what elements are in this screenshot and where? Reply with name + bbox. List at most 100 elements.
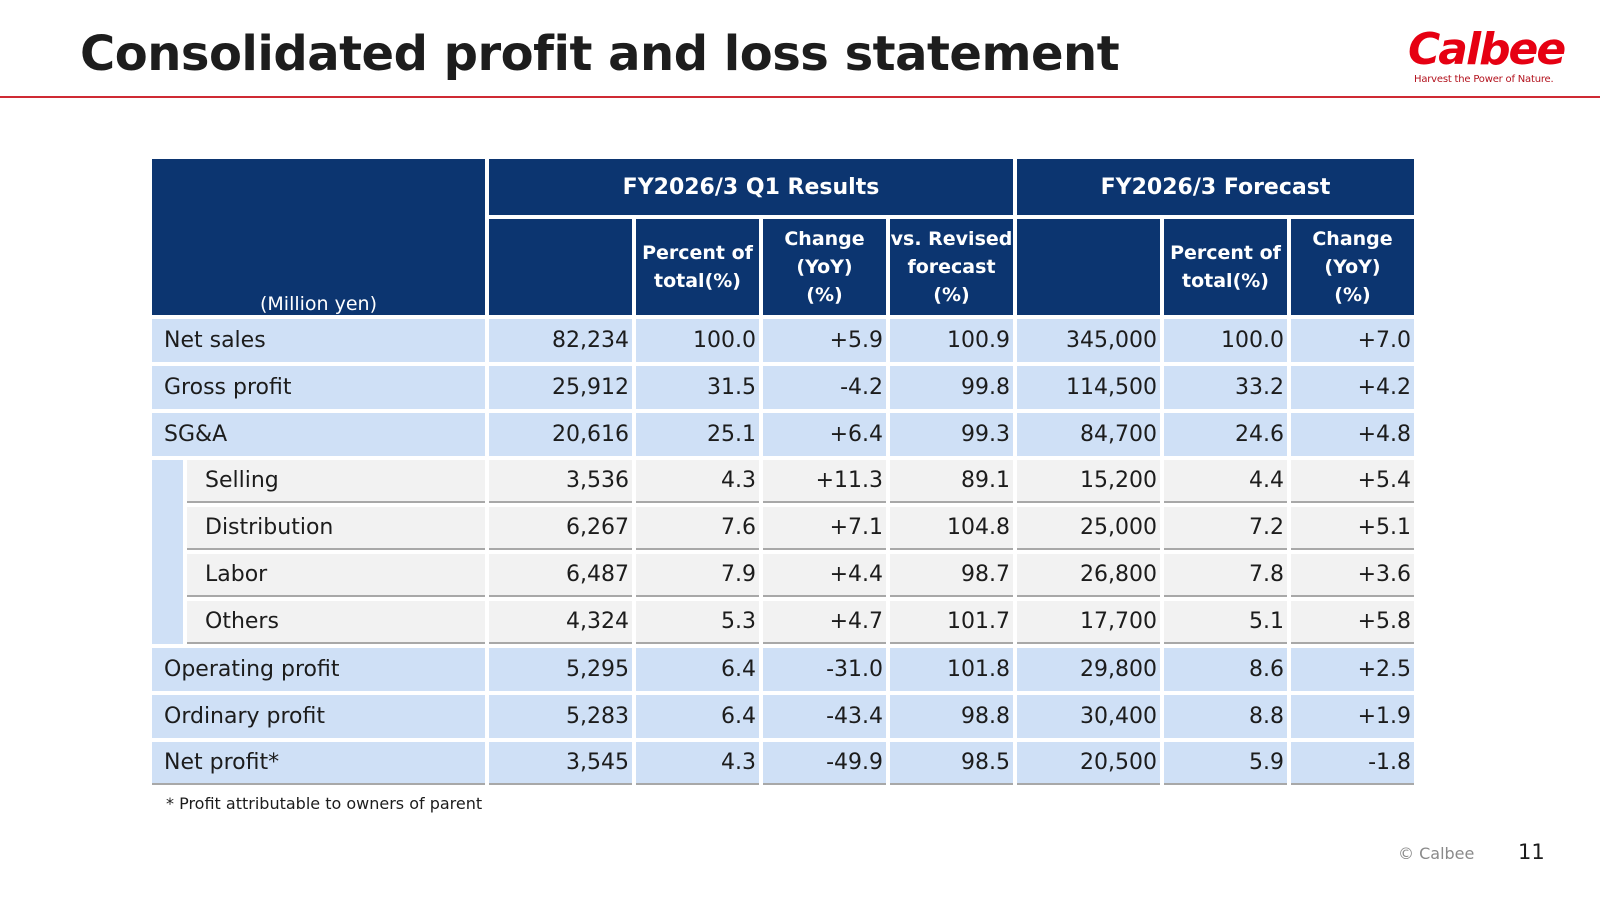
fc-amount: 17,700 xyxy=(1017,601,1160,644)
row-label: Distribution xyxy=(187,507,485,550)
header-line: vs. Revised xyxy=(890,228,1013,250)
fc-percent: 5.1 xyxy=(1164,601,1287,644)
q1-yoy: +11.3 xyxy=(763,460,886,503)
row-label: Gross profit xyxy=(152,366,485,409)
table-row-gross-profit: Gross profit 25,912 31.5 -4.2 99.8 114,5… xyxy=(152,366,1414,409)
table-row-operating-profit: Operating profit 5,295 6.4 -31.0 101.8 2… xyxy=(152,648,1414,691)
fc-amount-header xyxy=(1017,219,1160,315)
q1-yoy: +7.1 xyxy=(763,507,886,550)
q1-amount: 25,912 xyxy=(489,366,632,409)
q1-amount: 82,234 xyxy=(489,319,632,362)
fc-yoy: +2.5 xyxy=(1291,648,1414,691)
fc-percent: 33.2 xyxy=(1164,366,1287,409)
q1-percent: 5.3 xyxy=(636,601,759,644)
calbee-logo: Calbee Harvest the Power of Nature. xyxy=(1408,24,1588,86)
row-label: Net profit* xyxy=(152,742,485,785)
q1-percent: 7.9 xyxy=(636,554,759,597)
q1-percent: 4.3 xyxy=(636,460,759,503)
fc-amount: 29,800 xyxy=(1017,648,1160,691)
forecast-header: FY2026/3 Forecast xyxy=(1017,159,1414,215)
fc-amount: 20,500 xyxy=(1017,742,1160,785)
header-line: (%) xyxy=(806,284,843,306)
fc-percent: 100.0 xyxy=(1164,319,1287,362)
fc-percent: 8.6 xyxy=(1164,648,1287,691)
row-label: Others xyxy=(187,601,485,644)
fc-percent: 24.6 xyxy=(1164,413,1287,456)
row-label: Ordinary profit xyxy=(152,695,485,738)
q1-amount: 20,616 xyxy=(489,413,632,456)
q1-percent: 31.5 xyxy=(636,366,759,409)
q1-vs-revised: 100.9 xyxy=(890,319,1013,362)
table-row-selling: Selling 3,536 4.3 +11.3 89.1 15,200 4.4 … xyxy=(152,460,1414,644)
q1-vs-revised: 104.8 xyxy=(890,507,1013,550)
fc-percent: 7.2 xyxy=(1164,507,1287,550)
q1-amount: 3,536 xyxy=(489,460,632,503)
fc-yoy: -1.8 xyxy=(1291,742,1414,785)
row-label: Operating profit xyxy=(152,648,485,691)
fc-yoy: +5.1 xyxy=(1291,507,1414,550)
q1-yoy: -31.0 xyxy=(763,648,886,691)
table-row-labor: Labor 6,487 7.9 +4.4 98.7 26,800 7.8 +3.… xyxy=(152,554,1414,597)
q1-vs-revised: 101.8 xyxy=(890,648,1013,691)
q1-yoy: -49.9 xyxy=(763,742,886,785)
q1-yoy: +4.7 xyxy=(763,601,886,644)
fc-amount: 15,200 xyxy=(1017,460,1160,503)
fc-amount: 25,000 xyxy=(1017,507,1160,550)
q1-amount: 6,487 xyxy=(489,554,632,597)
table-row-net-sales: Net sales 82,234 100.0 +5.9 100.9 345,00… xyxy=(152,319,1414,362)
q1-vs-revised: 99.8 xyxy=(890,366,1013,409)
fc-percent: 4.4 xyxy=(1164,460,1287,503)
row-label: SG&A xyxy=(152,413,485,456)
header-line: (%) xyxy=(1334,284,1371,306)
page-title: Consolidated profit and loss statement xyxy=(80,26,1120,82)
header-line: total(%) xyxy=(1182,270,1269,292)
q1-yoy-header: Change (YoY) (%) xyxy=(763,219,886,315)
fc-amount: 114,500 xyxy=(1017,366,1160,409)
fc-yoy: +7.0 xyxy=(1291,319,1414,362)
fc-amount: 345,000 xyxy=(1017,319,1160,362)
header-line: Percent of xyxy=(1170,242,1281,264)
page-number: 11 xyxy=(1518,840,1545,864)
header-line: (YoY) xyxy=(1324,256,1381,278)
fc-percent: 7.8 xyxy=(1164,554,1287,597)
fc-yoy-header: Change (YoY) (%) xyxy=(1291,219,1414,315)
q1-yoy: +5.9 xyxy=(763,319,886,362)
header-line: Change xyxy=(784,228,865,250)
q1-percent: 25.1 xyxy=(636,413,759,456)
fc-yoy: +5.4 xyxy=(1291,460,1414,503)
row-label: Selling xyxy=(187,460,485,503)
q1-percent: 6.4 xyxy=(636,648,759,691)
title-divider xyxy=(0,96,1600,98)
row-label: Net sales xyxy=(152,319,485,362)
q1-percent: 6.4 xyxy=(636,695,759,738)
q1-percent-header: Percent of total(%) xyxy=(636,219,759,315)
table-row-sga: SG&A 20,616 25.1 +6.4 99.3 84,700 24.6 +… xyxy=(152,413,1414,456)
table-row-ordinary-profit: Ordinary profit 5,283 6.4 -43.4 98.8 30,… xyxy=(152,695,1414,738)
fc-percent: 8.8 xyxy=(1164,695,1287,738)
header-line: Change xyxy=(1312,228,1393,250)
q1-yoy: -4.2 xyxy=(763,366,886,409)
q1-amount: 5,295 xyxy=(489,648,632,691)
unit-header: (Million yen) xyxy=(152,159,485,315)
q1-vs-revised: 98.8 xyxy=(890,695,1013,738)
fc-amount: 84,700 xyxy=(1017,413,1160,456)
q1-amount: 5,283 xyxy=(489,695,632,738)
q1-yoy: -43.4 xyxy=(763,695,886,738)
q1-vs-revised-header: vs. Revised forecast (%) xyxy=(890,219,1013,315)
fc-yoy: +4.8 xyxy=(1291,413,1414,456)
results-header: FY2026/3 Q1 Results xyxy=(489,159,1013,215)
q1-percent: 4.3 xyxy=(636,742,759,785)
fc-yoy: +3.6 xyxy=(1291,554,1414,597)
fc-yoy: +1.9 xyxy=(1291,695,1414,738)
copyright: © Calbee xyxy=(1398,844,1475,863)
sga-indent-bar xyxy=(152,460,183,644)
header-line: forecast xyxy=(907,256,996,278)
header-line: (%) xyxy=(933,284,970,306)
logo-tagline: Harvest the Power of Nature. xyxy=(1414,74,1554,85)
q1-amount-header xyxy=(489,219,632,315)
table-row-others: Others 4,324 5.3 +4.7 101.7 17,700 5.1 +… xyxy=(152,601,1414,644)
footnote: * Profit attributable to owners of paren… xyxy=(166,794,483,813)
q1-vs-revised: 101.7 xyxy=(890,601,1013,644)
q1-percent: 7.6 xyxy=(636,507,759,550)
logo-wordmark: Calbee xyxy=(1408,24,1566,75)
